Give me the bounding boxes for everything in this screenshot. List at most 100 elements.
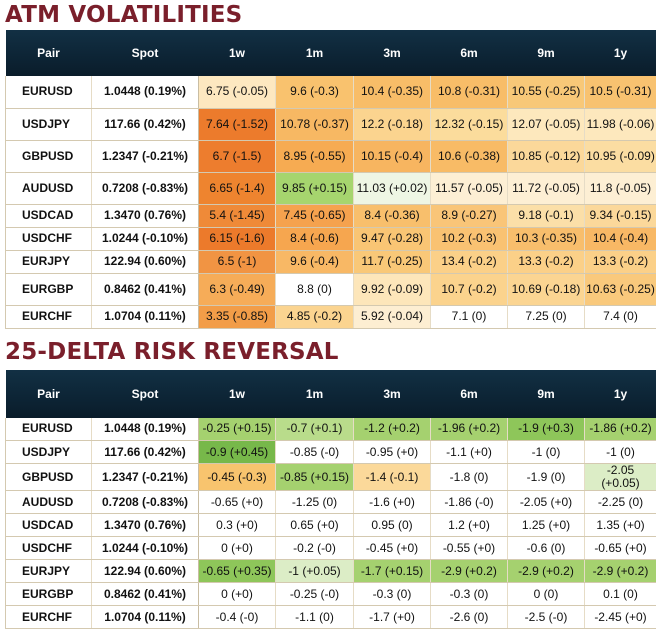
value-cell: -0.25 (-0) (276, 583, 354, 606)
column-header: 1m (276, 30, 354, 76)
value-cell: 0 (+0) (199, 583, 276, 606)
value-cell: 4.85 (-0.2) (276, 305, 354, 328)
value-cell: -0.7 (+0.1) (276, 418, 354, 441)
value-cell: -1.2 (+0.2) (354, 418, 431, 441)
value-cell: 11.98 (-0.06) (585, 108, 656, 140)
value-cell: -0.45 (-0.3) (199, 464, 276, 491)
spot-cell: 0.8462 (0.41%) (92, 273, 199, 305)
spot-cell: 117.66 (0.42%) (92, 441, 199, 464)
value-cell: -1.25 (0) (276, 491, 354, 514)
value-cell: -1.96 (+0.2) (431, 418, 508, 441)
spot-cell: 1.0244 (-0.10%) (92, 537, 199, 560)
value-cell: 6.15 (-1.6) (199, 227, 276, 250)
column-header: 1w (199, 370, 276, 418)
value-cell: -0.65 (+0.35) (199, 560, 276, 583)
pair-cell: GBPUSD (6, 140, 92, 172)
value-cell: 8.4 (-0.36) (354, 204, 431, 227)
value-cell: 7.4 (0) (585, 305, 656, 328)
value-cell: 10.5 (-0.31) (585, 76, 656, 108)
value-cell: 1.25 (+0) (508, 514, 585, 537)
value-cell: -1.9 (+0.3) (508, 418, 585, 441)
value-cell: 9.6 (-0.3) (276, 76, 354, 108)
value-cell: 10.6 (-0.38) (431, 140, 508, 172)
value-cell: 12.2 (-0.18) (354, 108, 431, 140)
value-cell: 10.95 (-0.09) (585, 140, 656, 172)
spot-cell: 1.0704 (0.11%) (92, 305, 199, 328)
value-cell: 5.4 (-1.45) (199, 204, 276, 227)
value-cell: 11.57 (-0.05) (431, 172, 508, 204)
pair-cell: EURGBP (6, 273, 92, 305)
spot-cell: 0.8462 (0.41%) (92, 583, 199, 606)
value-cell: 7.45 (-0.65) (276, 204, 354, 227)
spot-cell: 1.0704 (0.11%) (92, 606, 199, 629)
value-cell: -0.3 (0) (354, 583, 431, 606)
pair-cell: AUDUSD (6, 172, 92, 204)
value-cell: 10.69 (-0.18) (508, 273, 585, 305)
column-header: Pair (6, 370, 92, 418)
value-cell: -0.55 (+0) (431, 537, 508, 560)
spot-cell: 122.94 (0.60%) (92, 250, 199, 273)
value-cell: 12.07 (-0.05) (508, 108, 585, 140)
column-header: 9m (508, 370, 585, 418)
value-cell: -2.6 (0) (431, 606, 508, 629)
value-cell: -2.45 (+0) (585, 606, 656, 629)
value-cell: 7.1 (0) (431, 305, 508, 328)
pair-cell: USDCHF (6, 227, 92, 250)
column-header: Spot (92, 30, 199, 76)
value-cell: 11.03 (+0.02) (354, 172, 431, 204)
value-cell: 0.65 (+0) (276, 514, 354, 537)
column-header: 6m (431, 370, 508, 418)
value-cell: 3.35 (-0.85) (199, 305, 276, 328)
pair-cell: EURCHF (6, 305, 92, 328)
value-cell: 10.85 (-0.12) (508, 140, 585, 172)
spot-cell: 117.66 (0.42%) (92, 108, 199, 140)
value-cell: -1 (+0.05) (276, 560, 354, 583)
column-header: 3m (354, 30, 431, 76)
value-cell: 10.78 (-0.37) (276, 108, 354, 140)
value-cell: 9.18 (-0.1) (508, 204, 585, 227)
value-cell: -1.1 (0) (276, 606, 354, 629)
value-cell: 0.1 (0) (585, 583, 656, 606)
value-cell: -1.6 (+0) (354, 491, 431, 514)
column-header: 6m (431, 30, 508, 76)
value-cell: 10.2 (-0.3) (431, 227, 508, 250)
value-cell: 7.64 (-1.52) (199, 108, 276, 140)
value-cell: -0.65 (+0) (199, 491, 276, 514)
spot-cell: 0.7208 (-0.83%) (92, 491, 199, 514)
value-cell: -0.25 (+0.15) (199, 418, 276, 441)
pair-cell: USDJPY (6, 108, 92, 140)
spot-cell: 1.3470 (0.76%) (92, 204, 199, 227)
value-cell: -1.1 (+0) (431, 441, 508, 464)
value-cell: -0.85 (-0) (276, 441, 354, 464)
column-header: 9m (508, 30, 585, 76)
spot-cell: 1.2347 (-0.21%) (92, 464, 199, 491)
value-cell: -1.9 (0) (508, 464, 585, 491)
pair-cell: USDJPY (6, 441, 92, 464)
value-cell: 12.32 (-0.15) (431, 108, 508, 140)
value-cell: 0 (0) (508, 583, 585, 606)
value-cell: 6.3 (-0.49) (199, 273, 276, 305)
value-cell: 0 (+0) (199, 537, 276, 560)
pair-cell: EURJPY (6, 250, 92, 273)
value-cell: 10.55 (-0.25) (508, 76, 585, 108)
value-cell: 10.8 (-0.31) (431, 76, 508, 108)
spot-cell: 1.0244 (-0.10%) (92, 227, 199, 250)
value-cell: -0.4 (-0) (199, 606, 276, 629)
value-cell: 6.65 (-1.4) (199, 172, 276, 204)
value-cell: -2.9 (+0.2) (585, 560, 656, 583)
spot-cell: 1.0448 (0.19%) (92, 76, 199, 108)
pair-cell: EURUSD (6, 76, 92, 108)
